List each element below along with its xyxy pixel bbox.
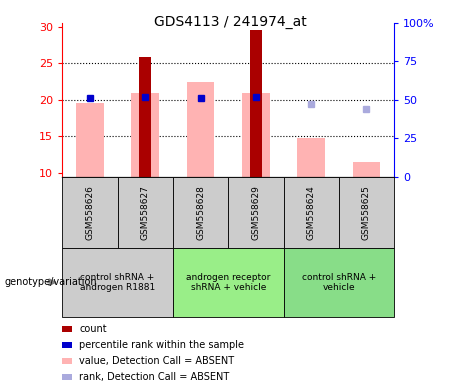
Text: GSM558628: GSM558628 (196, 185, 205, 240)
Bar (297, 138, 325, 177)
Bar (139, 58, 151, 177)
Text: value, Detection Call = ABSENT: value, Detection Call = ABSENT (79, 356, 234, 366)
Text: GDS4113 / 241974_at: GDS4113 / 241974_at (154, 15, 307, 29)
Text: control shRNA +
vehicle: control shRNA + vehicle (301, 273, 376, 292)
Bar (353, 162, 380, 177)
Bar (242, 93, 270, 177)
Text: percentile rank within the sample: percentile rank within the sample (79, 340, 244, 350)
Text: rank, Detection Call = ABSENT: rank, Detection Call = ABSENT (79, 372, 230, 382)
Bar (250, 30, 262, 177)
Text: control shRNA +
androgen R1881: control shRNA + androgen R1881 (80, 273, 155, 292)
Text: GSM558626: GSM558626 (85, 185, 95, 240)
Bar (131, 93, 159, 177)
Text: GSM558629: GSM558629 (251, 185, 260, 240)
Text: GSM558625: GSM558625 (362, 185, 371, 240)
Text: GSM558624: GSM558624 (307, 185, 316, 240)
Bar (187, 81, 214, 177)
Text: GSM558627: GSM558627 (141, 185, 150, 240)
Text: count: count (79, 324, 107, 334)
Bar (76, 104, 104, 177)
Text: androgen receptor
shRNA + vehicle: androgen receptor shRNA + vehicle (186, 273, 271, 292)
Text: genotype/variation: genotype/variation (5, 277, 97, 287)
